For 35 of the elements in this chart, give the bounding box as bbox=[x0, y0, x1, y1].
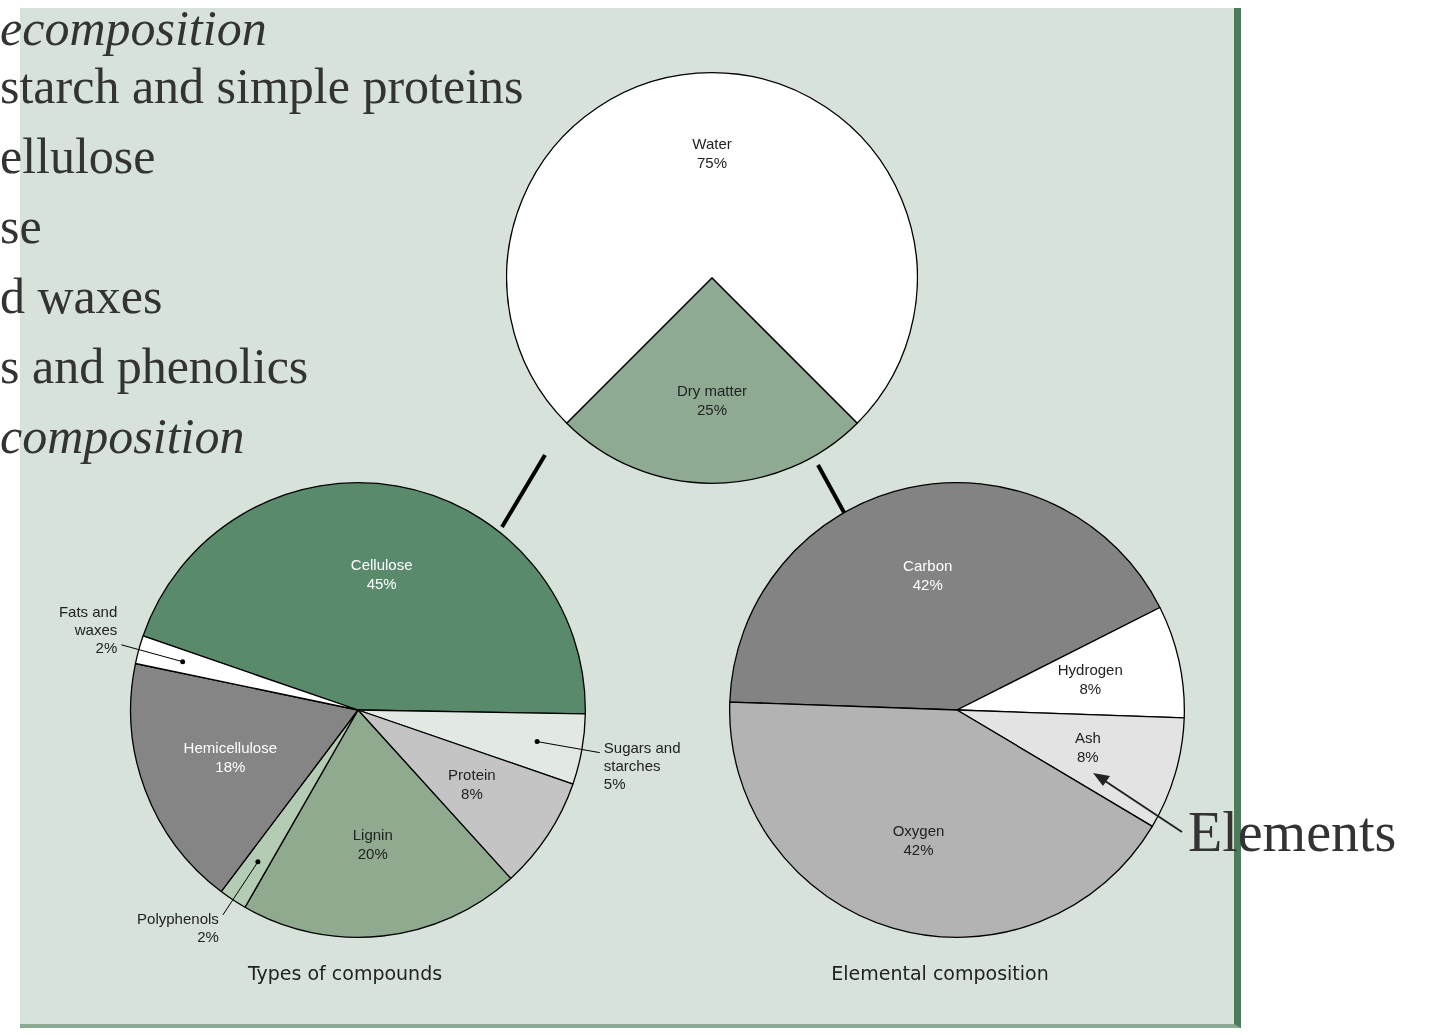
slice-label: Dry matter bbox=[676, 381, 748, 399]
slice-label: Sugars and starches bbox=[603, 738, 681, 774]
data-label: 42% bbox=[903, 840, 934, 858]
slice-label: Lignin bbox=[352, 826, 393, 844]
text: d waxes bbox=[0, 268, 163, 326]
text: s and phenolics bbox=[0, 338, 309, 396]
slice-label: Cellulose bbox=[350, 556, 413, 574]
text: Types of compounds bbox=[246, 962, 444, 984]
data-label: 5% bbox=[603, 774, 626, 792]
data-label: 75% bbox=[696, 154, 728, 172]
slice-label: Oxygen bbox=[892, 821, 945, 839]
slice-label: Hydrogen bbox=[1057, 661, 1123, 679]
text: Elemental composition bbox=[830, 962, 1050, 984]
slice-label: Fats and waxes bbox=[58, 602, 118, 638]
data-label: 8% bbox=[461, 784, 483, 802]
data-label: 42% bbox=[912, 576, 943, 594]
data-label: 8% bbox=[1079, 680, 1102, 698]
text: composition bbox=[0, 408, 245, 466]
text: ecomposition bbox=[0, 0, 267, 58]
text: se bbox=[0, 198, 42, 256]
data-label: 18% bbox=[215, 757, 246, 775]
slice-label: Water bbox=[692, 135, 732, 153]
slice-label: Carbon bbox=[903, 557, 953, 575]
text: starch and simple proteins bbox=[0, 58, 524, 116]
slice-label: Ash bbox=[1074, 729, 1101, 747]
data-label: 45% bbox=[366, 575, 397, 593]
data-label: 20% bbox=[357, 845, 388, 863]
data-label: 2% bbox=[197, 928, 219, 946]
data-label: 2% bbox=[95, 638, 118, 656]
slice-label: Polyphenols bbox=[137, 910, 219, 928]
slice-label: Protein bbox=[448, 765, 496, 783]
text: ellulose bbox=[0, 128, 156, 186]
data-label: 8% bbox=[1077, 748, 1099, 766]
slice-label: Hemicellulose bbox=[183, 738, 277, 756]
data-label: 25% bbox=[696, 400, 728, 418]
